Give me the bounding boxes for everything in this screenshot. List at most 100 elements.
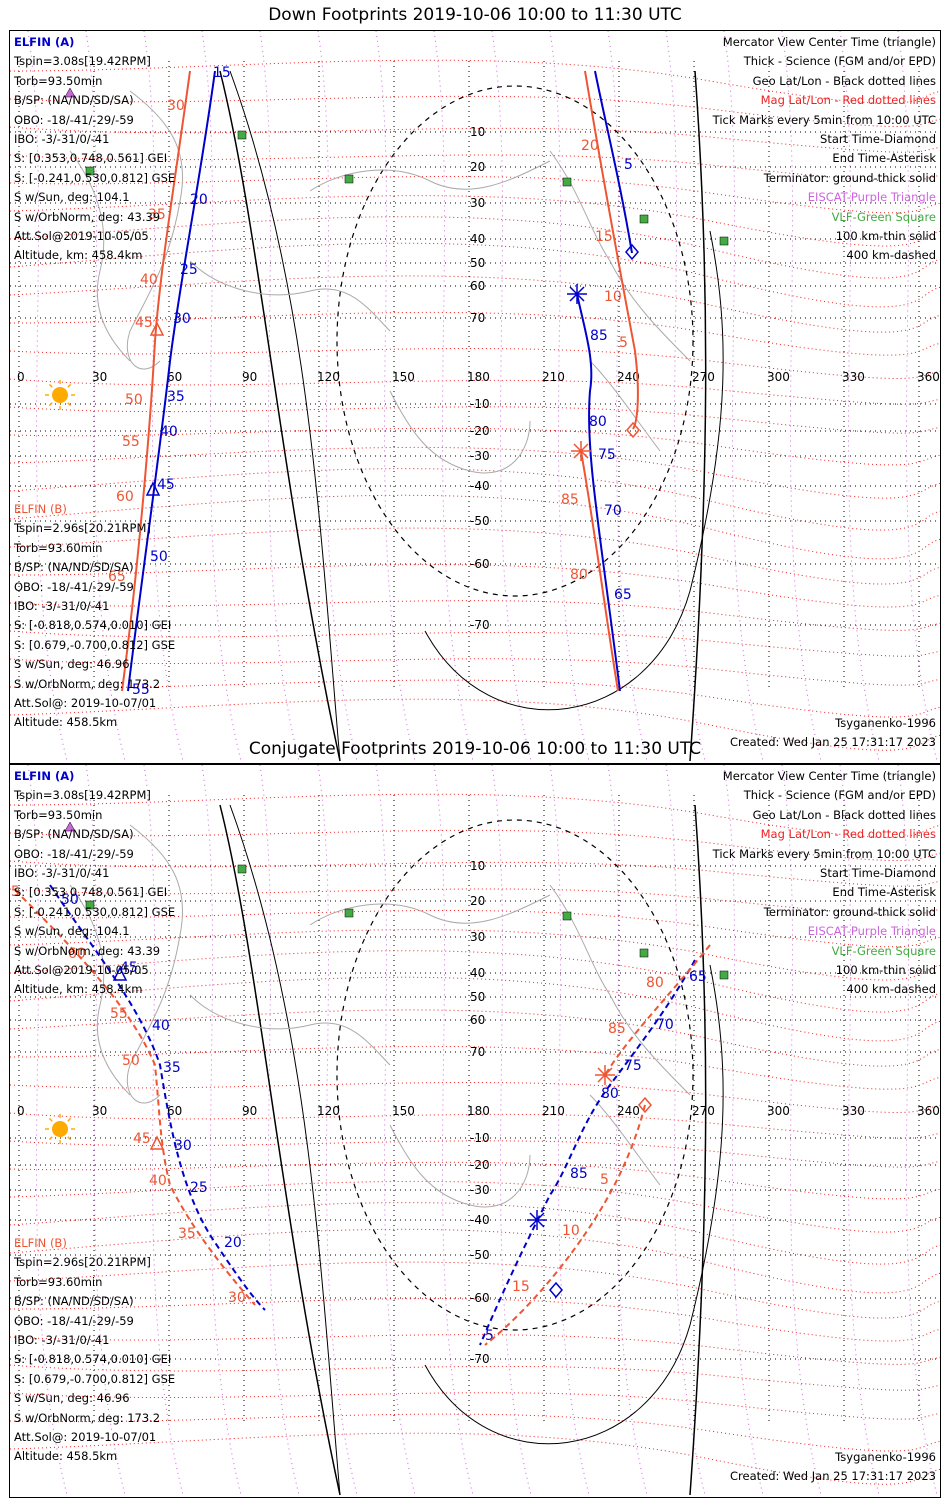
mag-meridian — [375, 765, 417, 1497]
latitude-tick-label: 60 — [470, 279, 485, 293]
elfin-a-line: Altitude, km: 458.4km — [14, 248, 143, 263]
longitude-tick-label: 360 — [917, 370, 940, 384]
elfin-a-tick-label: 25 — [180, 262, 198, 278]
mag-meridian — [259, 765, 301, 1497]
elfin-b-line: OBO: -18/-41/-29/-59 — [14, 579, 134, 594]
sun-ray — [67, 1117, 72, 1122]
latitude-tick-label: -20 — [470, 424, 490, 438]
mag-parallel — [10, 1045, 940, 1090]
elfin-b-line: Altitude: 458.5km — [14, 1449, 118, 1464]
longitude-tick-label: 210 — [542, 370, 565, 384]
sun-icon — [52, 1121, 68, 1137]
legend-item: VLF-Green Square — [831, 209, 936, 224]
elfin-a-tick-label: 80 — [589, 414, 607, 430]
vlf-station-icon — [85, 166, 95, 176]
elfin-a-tick-label: 70 — [604, 503, 622, 519]
terminator-line — [424, 964, 724, 1445]
legend-item: 100 km-thin solid — [835, 963, 936, 978]
elfin-b-line: S w/OrbNorm, deg: 173.2 — [14, 676, 161, 691]
elfin-b-line: S: [0.679,-0.700,0.812] GSE — [14, 1371, 176, 1386]
elfin-a-tick-label: 25 — [190, 1180, 208, 1196]
vlf-station-icon — [562, 177, 572, 187]
elfin-b-line: Torb=93.60min — [14, 540, 103, 555]
vlf-station-icon — [344, 908, 354, 918]
legend-item: End Time-Asterisk — [832, 885, 936, 900]
elfin-b-tick-label: 50 — [122, 1053, 140, 1069]
mag-meridian — [607, 765, 649, 1497]
sun-ray — [48, 1117, 53, 1122]
elfin-b-tick-label: 50 — [125, 392, 143, 408]
mag-parallel — [10, 311, 940, 356]
elfin-a-line: S: [0.353,0.748,0.561] GEI — [14, 151, 168, 166]
legend-item: Mag Lat/Lon - Red dotted lines — [760, 827, 936, 842]
coastline — [389, 390, 531, 474]
elfin-a-line: IBO: -3/-31/0/-41 — [14, 132, 110, 147]
elfin-b-tick-label: 30 — [228, 1290, 246, 1306]
elfin-a-track — [49, 884, 266, 1311]
elfin-a-tick-label: 85 — [590, 328, 608, 344]
elfin-b-tick-label: 10 — [562, 1223, 580, 1239]
elfin-b-label: ELFIN (B) — [14, 1236, 67, 1250]
longitude-tick-label: 210 — [542, 1104, 565, 1118]
elfin-b-tick-label: 20 — [581, 138, 599, 154]
elfin-a-line: S: [0.353,0.748,0.561] GEI — [14, 885, 168, 900]
elfin-a-start-diamond-icon — [625, 243, 639, 261]
elfin-b-tick-label: 35 — [148, 207, 166, 223]
elfin-b-line: IBO: -3/-31/0/-41 — [14, 1333, 110, 1348]
legend-item: VLF-Green Square — [831, 943, 936, 958]
legend-item: Thick - Science (FGM and/or EPD) — [743, 54, 936, 69]
sun-icon — [52, 387, 68, 403]
elfin-b-end-asterisk-icon — [571, 441, 591, 461]
model-label: Tsyganenko-1996 — [835, 1450, 936, 1464]
elfin-a-tick-label: 5 — [485, 1328, 494, 1344]
elfin-b-line: Altitude: 458.5km — [14, 715, 118, 730]
elfin-b-tick-label: 60 — [68, 946, 86, 962]
elfin-b-line: S w/OrbNorm, deg: 173.2 — [14, 1410, 161, 1425]
legend-item: Tick Marks every 5min from 10:00 UTC — [712, 112, 936, 127]
latitude-tick-label: -60 — [470, 1291, 490, 1305]
latitude-tick-label: -10 — [470, 1131, 490, 1145]
legend-item: 100 km-thin solid — [835, 229, 936, 244]
elfin-a-end-asterisk-icon — [527, 1210, 547, 1230]
auroral-oval-400km — [336, 819, 694, 1331]
legend-item: Start Time-Diamond — [820, 132, 936, 147]
mag-parallel — [10, 348, 940, 379]
model-label: Tsyganenko-1996 — [835, 716, 936, 730]
legend-item: Tick Marks every 5min from 10:00 UTC — [712, 846, 936, 861]
latitude-tick-label: -70 — [470, 618, 490, 632]
legend-item: Terminator: ground-thick solid — [763, 170, 936, 185]
elfin-a-line: S w/OrbNorm, deg: 43.39 — [14, 209, 161, 224]
mag-meridian — [491, 31, 533, 763]
elfin-a-tick-label: 70 — [656, 1017, 674, 1033]
longitude-tick-label: 150 — [392, 1104, 415, 1118]
elfin-b-track — [580, 450, 619, 692]
legend-item: Thick - Science (FGM and/or EPD) — [743, 788, 936, 803]
elfin-b-line: S w/Sun, deg: 46.96 — [14, 1391, 130, 1406]
legend-item: Mercator View Center Time (triangle) — [722, 769, 936, 783]
elfin-a-tick-label: 50 — [61, 892, 79, 908]
elfin-a-line: Att.Sol@2019-10-05/05 — [14, 229, 149, 244]
latitude-tick-label: 10 — [470, 859, 485, 873]
elfin-b-tick-label: 80 — [570, 567, 588, 583]
elfin-b-tick-label: 5 — [619, 335, 628, 351]
vlf-station-icon — [562, 911, 572, 921]
mag-meridian — [607, 31, 649, 763]
coastline — [309, 160, 551, 192]
longitude-tick-label: 120 — [317, 1104, 340, 1118]
longitude-tick-label: 30 — [92, 1104, 107, 1118]
elfin-b-line: OBO: -18/-41/-29/-59 — [14, 1313, 134, 1328]
longitude-tick-label: 270 — [692, 1104, 715, 1118]
vlf-station-icon — [237, 864, 247, 874]
latitude-tick-label: 40 — [470, 966, 485, 980]
elfin-b-tick-label: 40 — [140, 272, 158, 288]
created-timestamp: Created: Wed Jan 25 17:31:17 2023 — [729, 735, 936, 749]
elfin-b-center-triangle-icon — [149, 321, 165, 336]
elfin-b-tick-label: 65 — [10, 884, 20, 900]
elfin-a-info: ELFIN (A) Tspin=3.08s[19.42RPM] Torb=93.… — [14, 33, 175, 266]
sun-ray — [48, 383, 53, 388]
longitude-tick-label: 60 — [167, 1104, 182, 1118]
mag-meridian — [317, 31, 359, 763]
elfin-b-info: ELFIN (B) Tspin=2.96s[20.21RPM] Torb=93.… — [14, 500, 175, 733]
coastline — [309, 894, 551, 926]
mag-parallel — [10, 793, 940, 838]
